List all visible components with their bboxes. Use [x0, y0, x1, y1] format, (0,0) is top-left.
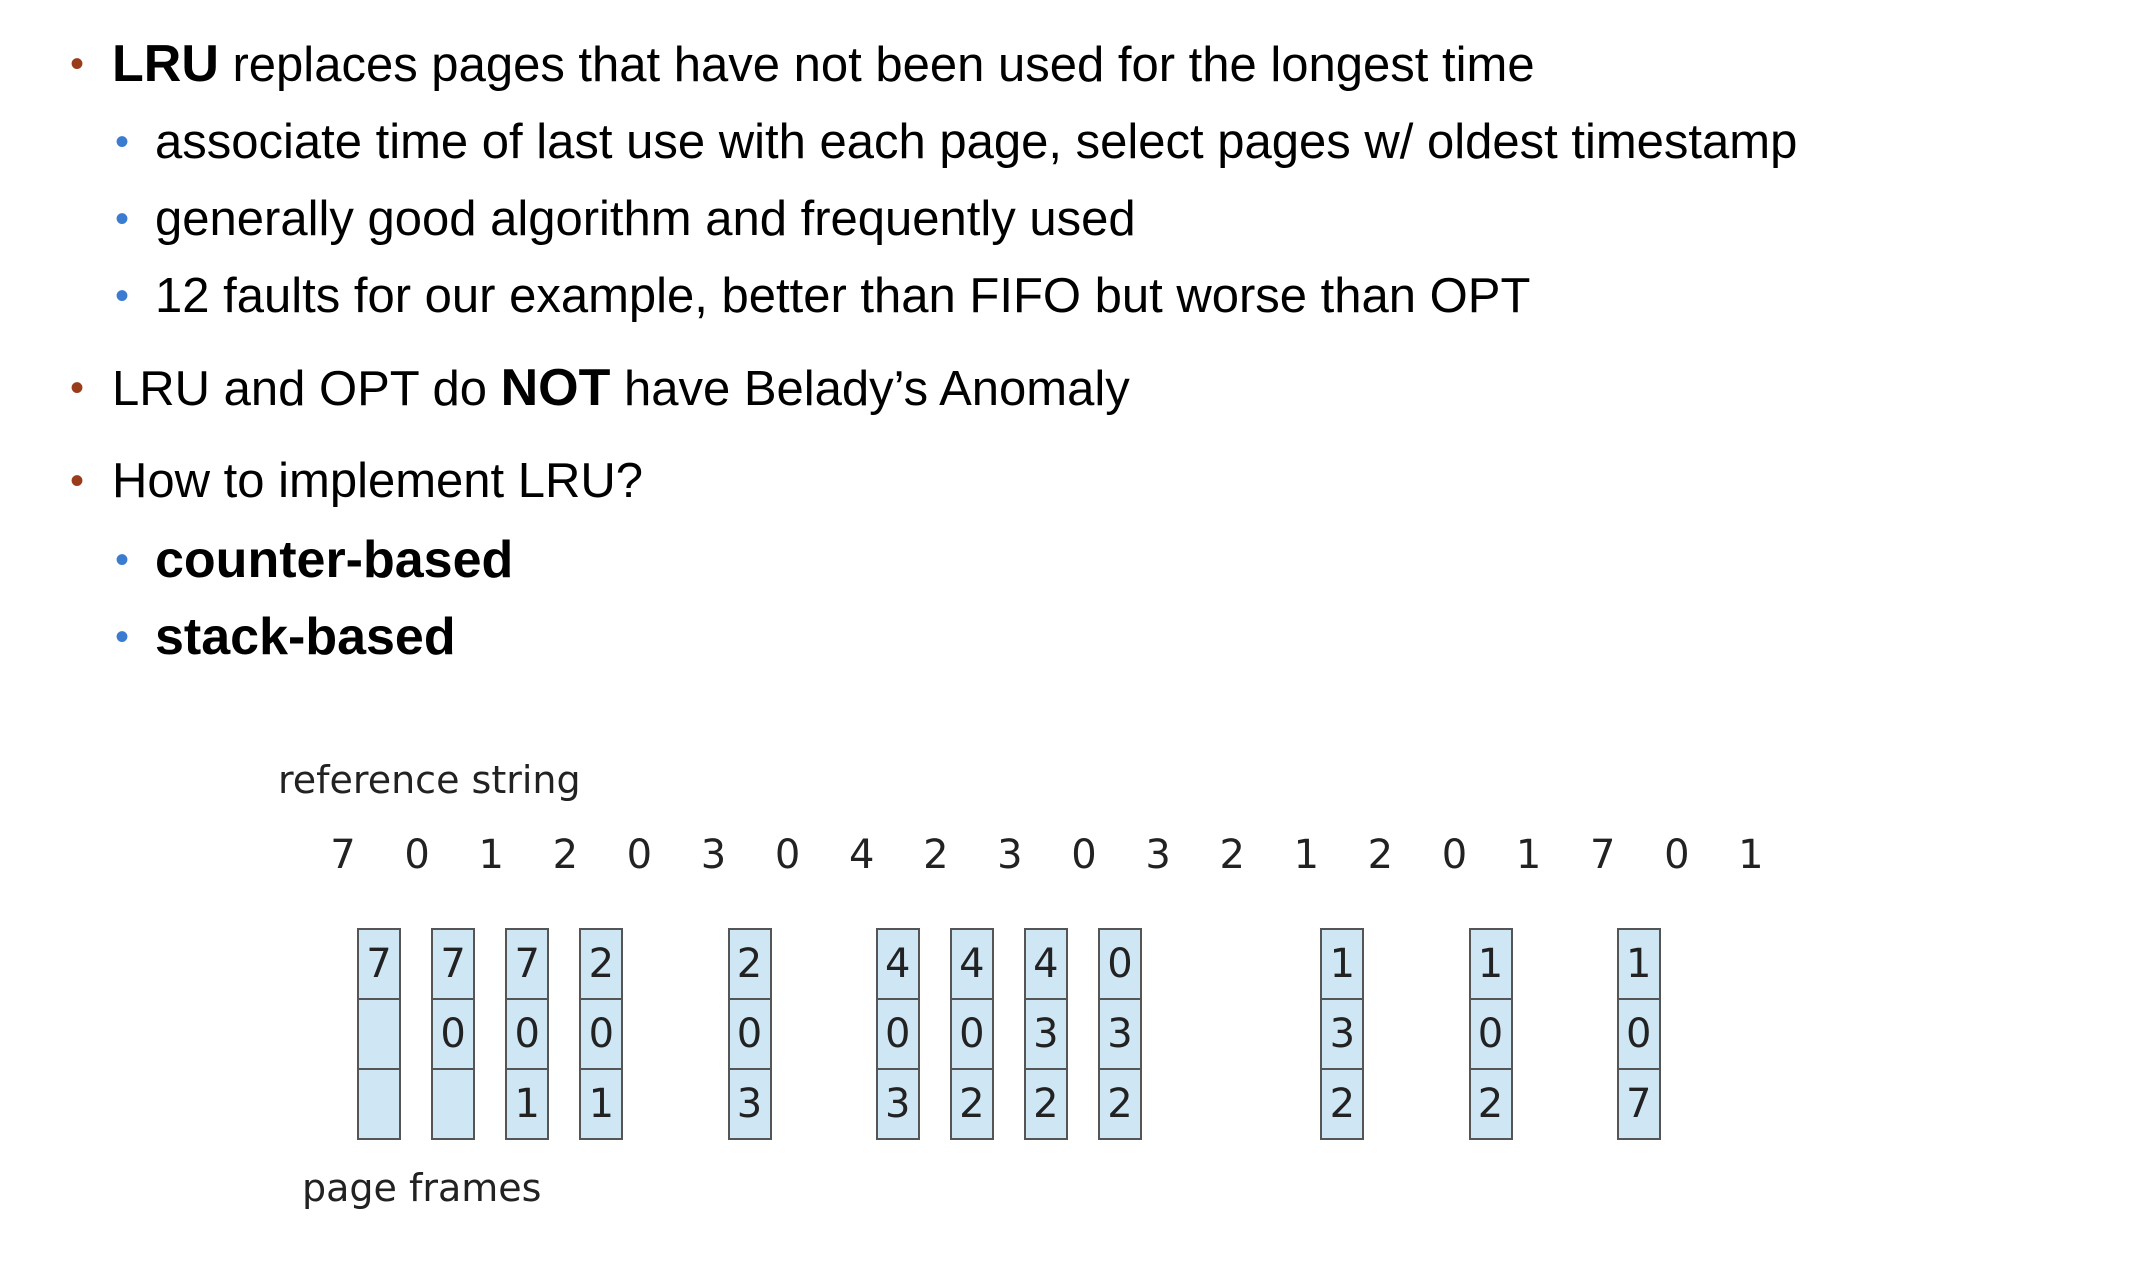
bullet-text: stack-based — [155, 608, 456, 666]
bullet-counter-based: • counter-based — [115, 530, 514, 591]
bullet-strong: LRU — [112, 35, 219, 93]
page-frame-cell: 1 — [1329, 941, 1356, 987]
reference-value: 0 — [1664, 832, 1690, 878]
bullet-text: have Belady’s Anomaly — [610, 362, 1130, 416]
bullet-implement: • How to implement LRU? — [70, 451, 644, 511]
page-frame-column: 7 — [357, 928, 401, 1140]
bullet-dot-icon: • — [115, 615, 130, 659]
bullet-text: LRU and OPT do — [112, 362, 501, 416]
page-frame-cell: 2 — [1322, 1068, 1363, 1138]
reference-value: 2 — [1219, 832, 1245, 878]
page-frame-cell: 3 — [1100, 998, 1140, 1068]
reference-value: 1 — [1515, 832, 1542, 878]
bullet-good-algorithm: • generally good algorithm and frequentl… — [115, 189, 1136, 249]
page-frame-cell: 0 — [1618, 998, 1659, 1068]
page-frame-cell: 1 — [1477, 941, 1504, 987]
bullet-text: replaces pages that have not been used f… — [218, 38, 1535, 92]
page-frame-cell: 2 — [588, 941, 615, 987]
bullet-lru-definition: • LRU replaces pages that have not been … — [70, 34, 1535, 95]
bullet-text: counter-based — [155, 531, 514, 589]
reference-value: 3 — [997, 832, 1023, 878]
bullet-text: How to implement LRU? — [112, 454, 644, 508]
reference-string-label: reference string — [278, 758, 581, 802]
page-frame-cell: 1 — [507, 1068, 548, 1138]
reference-value: 0 — [404, 832, 430, 878]
page-frame-cell: 7 — [514, 941, 540, 987]
reference-value: 4 — [848, 832, 875, 878]
reference-value: 2 — [552, 832, 579, 878]
page-frame-cell: 3 — [1322, 998, 1363, 1068]
bullet-text: associate time of last use with each pag… — [155, 115, 1798, 169]
bullet-dot-icon: • — [115, 197, 130, 241]
page-frame-cell: 7 — [440, 941, 466, 987]
bullet-text: 12 faults for our example, better than F… — [155, 269, 1531, 323]
page-frame-cell: 0 — [951, 998, 992, 1068]
reference-value: 2 — [1367, 832, 1394, 878]
page-frame-cell: 0 — [877, 998, 918, 1068]
bullet-dot-icon: • — [115, 120, 130, 164]
bullet-belady: • LRU and OPT do NOT have Belady’s Anoma… — [70, 358, 1130, 419]
page-frame-cell: 3 — [877, 1068, 918, 1138]
page-frame-cell: 0 — [1470, 998, 1511, 1068]
reference-value: 0 — [626, 832, 653, 878]
reference-value: 0 — [1441, 832, 1468, 878]
page-frames-label: page frames — [302, 1166, 542, 1210]
reference-value: 0 — [774, 832, 801, 878]
reference-value: 7 — [330, 832, 356, 878]
bullet-timestamp: • associate time of last use with each p… — [115, 112, 1798, 172]
page-frame-cell: 1 — [581, 1068, 622, 1138]
page-frame-cell: 4 — [1033, 941, 1059, 987]
reference-value: 7 — [1589, 832, 1616, 878]
reference-value: 3 — [700, 832, 727, 878]
reference-value: 0 — [1071, 832, 1097, 878]
bullet-dot-icon: • — [70, 42, 85, 86]
page-frame-cell: 0 — [581, 998, 622, 1068]
page-frame-cell: 3 — [1025, 998, 1066, 1068]
page-frame-cell: 0 — [729, 998, 770, 1068]
page-frame-cell: 2 — [1100, 1068, 1140, 1138]
reference-value: 1 — [1293, 832, 1320, 878]
bullet-faults: • 12 faults for our example, better than… — [115, 266, 1531, 326]
page-frame-cell: 1 — [1625, 941, 1652, 987]
page-frame-cell: 0 — [433, 998, 474, 1068]
bullet-dot-icon: • — [115, 274, 130, 318]
reference-value: 1 — [478, 832, 504, 878]
page-frame-cell: 2 — [951, 1068, 992, 1138]
bullet-text: generally good algorithm and frequently … — [155, 192, 1136, 246]
page-frame-cell — [433, 1068, 474, 1138]
page-frame-cell — [359, 1068, 399, 1138]
page-frame-cell: 3 — [729, 1068, 770, 1138]
bullet-strong: NOT — [500, 359, 611, 417]
bullet-stack-based: • stack-based — [115, 607, 456, 668]
page-frame-cell: 7 — [366, 941, 392, 987]
page-frame-cell: 0 — [1107, 941, 1133, 987]
page-frame-cell: 7 — [1618, 1068, 1659, 1138]
page-frame-cell: 2 — [736, 941, 763, 987]
reference-value: 3 — [1145, 832, 1171, 878]
reference-value: 1 — [1738, 832, 1764, 878]
page-frame-cell: 4 — [884, 941, 911, 987]
page-frame-cell: 0 — [507, 998, 548, 1068]
bullet-dot-icon: • — [70, 366, 85, 410]
page-frame-cell: 2 — [1025, 1068, 1066, 1138]
bullet-dot-icon: • — [115, 538, 130, 582]
page-frame-cell: 2 — [1470, 1068, 1511, 1138]
page-frame-cell — [359, 998, 399, 1068]
reference-value: 2 — [923, 832, 949, 878]
bullet-dot-icon: • — [70, 459, 85, 503]
page-frame-cell: 4 — [959, 941, 985, 987]
